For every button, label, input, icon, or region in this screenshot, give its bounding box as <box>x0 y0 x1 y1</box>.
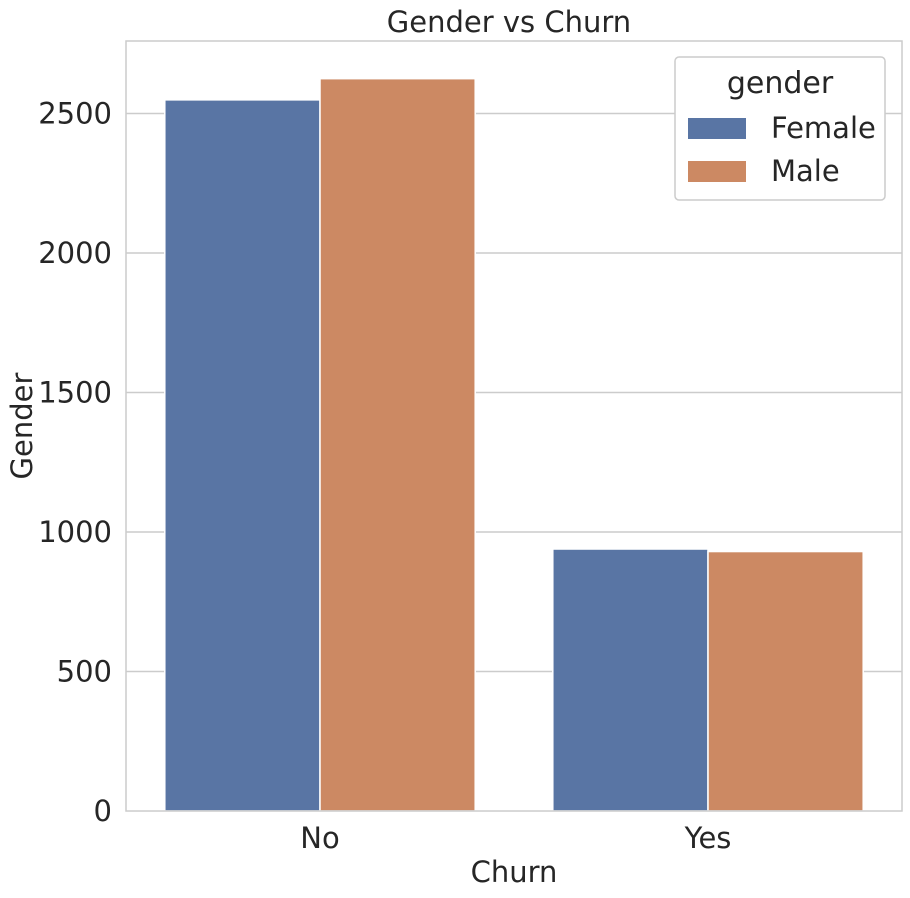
y-tick-label-500: 500 <box>57 655 112 689</box>
bar-male-yes <box>707 550 864 812</box>
y-tick-label-1000: 1000 <box>38 515 112 549</box>
legend-swatch-female <box>688 118 746 139</box>
y-axis-title: Gender <box>5 372 39 479</box>
bar-female-yes <box>552 548 709 812</box>
legend-label-female: Female <box>771 111 876 145</box>
y-tick-label-2000: 2000 <box>38 236 112 270</box>
legend-swatch-male <box>688 161 746 182</box>
legend-label-male: Male <box>771 154 840 188</box>
y-tick-label-1500: 1500 <box>38 376 112 410</box>
plot-frame <box>125 40 903 812</box>
x-tick-label-no: No <box>300 821 339 855</box>
legend: gender Female Male <box>674 56 886 201</box>
x-axis-title: Churn <box>471 855 558 889</box>
chart-title: Gender vs Churn <box>387 5 631 39</box>
bar-male-no <box>319 77 476 812</box>
y-tick-labels: 0 500 1000 1500 2000 2500 <box>38 97 112 828</box>
y-tick-label-2500: 2500 <box>38 97 112 131</box>
legend-title: gender <box>727 66 834 101</box>
x-tick-labels: No Yes <box>300 821 731 855</box>
x-tick-label-yes: Yes <box>684 821 732 855</box>
bar-female-no <box>164 99 321 812</box>
bars <box>164 77 864 812</box>
y-tick-label-0: 0 <box>94 794 112 828</box>
